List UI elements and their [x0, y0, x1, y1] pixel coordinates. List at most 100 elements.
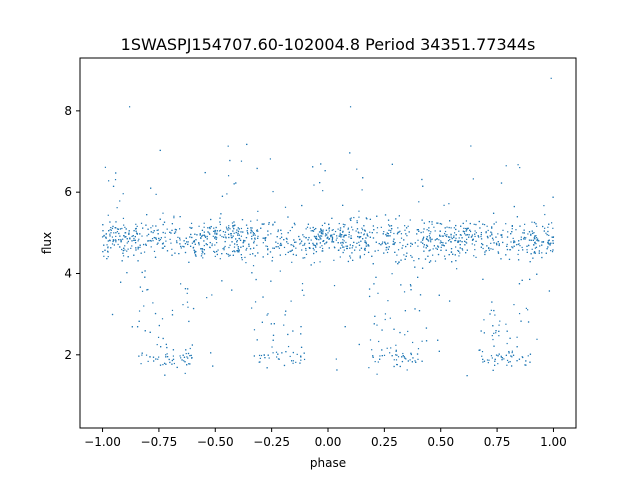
- data-point: [346, 247, 348, 250]
- data-point: [455, 246, 457, 248]
- data-point: [511, 356, 513, 358]
- data-point: [385, 243, 387, 245]
- data-point: [349, 106, 352, 108]
- data-point: [211, 244, 213, 247]
- data-point: [194, 254, 197, 256]
- data-point: [523, 236, 526, 239]
- data-point: [201, 235, 203, 237]
- data-point: [187, 288, 189, 290]
- data-point: [159, 218, 161, 220]
- data-point: [322, 233, 324, 235]
- data-point: [129, 238, 131, 240]
- data-point: [112, 185, 115, 187]
- data-point: [429, 260, 432, 262]
- data-point: [158, 239, 160, 242]
- data-point: [254, 301, 257, 303]
- data-point: [335, 239, 337, 241]
- data-point: [331, 238, 334, 240]
- data-point: [111, 243, 114, 245]
- data-point: [513, 245, 515, 247]
- data-point: [541, 252, 543, 254]
- data-point: [246, 247, 248, 250]
- data-point: [109, 239, 111, 241]
- data-point: [279, 237, 281, 240]
- data-point: [440, 240, 442, 242]
- data-point: [391, 273, 393, 275]
- data-point: [546, 233, 548, 236]
- data-point: [156, 243, 158, 245]
- data-point: [137, 240, 139, 242]
- data-point: [495, 332, 497, 334]
- data-point: [250, 227, 252, 229]
- data-point: [152, 231, 154, 234]
- data-point: [410, 254, 412, 257]
- data-point: [498, 244, 500, 247]
- data-point: [212, 365, 214, 367]
- data-point: [395, 350, 397, 352]
- data-point: [133, 237, 135, 240]
- data-point: [285, 237, 288, 240]
- data-point: [471, 234, 474, 236]
- data-point: [473, 255, 475, 257]
- data-point: [114, 227, 116, 229]
- data-point: [240, 227, 243, 230]
- data-point: [145, 224, 147, 226]
- data-point: [506, 342, 508, 345]
- data-point: [149, 356, 151, 358]
- data-point: [487, 362, 489, 364]
- data-point: [268, 357, 270, 359]
- data-point: [376, 373, 378, 375]
- data-point: [147, 360, 149, 362]
- data-point: [315, 227, 317, 230]
- data-point: [465, 241, 467, 243]
- data-point: [113, 232, 115, 234]
- data-point: [482, 223, 484, 225]
- data-point: [393, 242, 395, 244]
- data-point: [324, 170, 326, 172]
- data-point: [115, 240, 117, 242]
- data-point: [483, 332, 485, 334]
- data-point: [449, 220, 451, 222]
- data-point: [225, 226, 228, 228]
- data-point: [119, 228, 122, 230]
- data-point: [428, 235, 430, 237]
- data-point: [304, 257, 306, 259]
- data-point: [349, 247, 351, 249]
- data-point: [402, 352, 404, 355]
- data-point: [165, 356, 167, 358]
- data-point: [341, 241, 343, 243]
- data-point: [191, 344, 193, 346]
- data-point: [237, 234, 239, 236]
- data-point: [490, 248, 492, 250]
- data-point: [293, 245, 295, 248]
- data-point: [157, 242, 159, 244]
- data-point: [328, 227, 331, 229]
- data-point: [209, 246, 211, 248]
- data-point: [236, 229, 238, 231]
- data-point: [465, 227, 467, 230]
- data-point: [313, 244, 315, 246]
- data-point: [425, 340, 428, 342]
- data-point: [323, 240, 325, 242]
- data-point: [111, 313, 114, 316]
- data-point: [522, 232, 524, 234]
- data-point: [546, 248, 548, 250]
- data-point: [524, 364, 526, 366]
- data-point: [349, 255, 351, 257]
- data-point: [518, 283, 521, 285]
- data-point: [407, 330, 409, 333]
- data-point: [222, 231, 224, 233]
- data-point: [522, 238, 525, 240]
- data-point: [128, 230, 130, 232]
- data-point: [227, 175, 230, 177]
- data-point: [423, 244, 425, 246]
- data-point: [352, 259, 354, 261]
- data-point: [364, 249, 366, 251]
- data-point: [361, 227, 363, 229]
- data-point: [125, 228, 127, 230]
- data-point: [256, 230, 258, 232]
- data-point: [153, 360, 155, 362]
- data-point: [494, 314, 496, 316]
- data-point: [395, 344, 397, 346]
- data-point: [320, 235, 322, 237]
